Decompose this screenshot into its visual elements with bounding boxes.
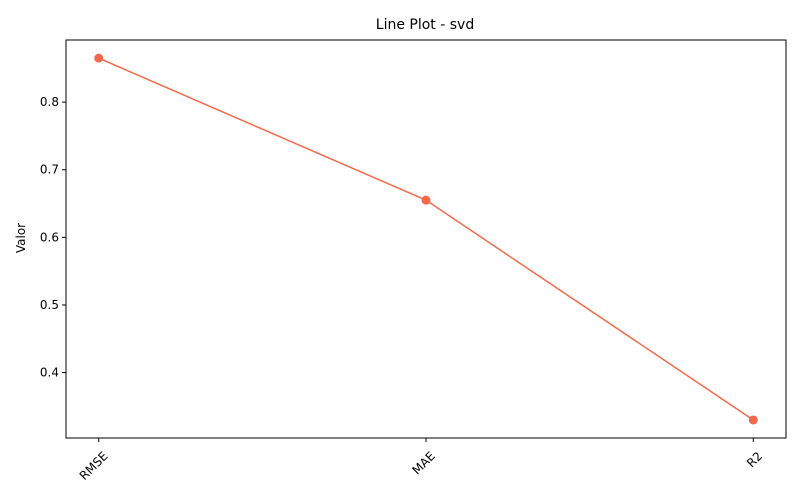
data-point (748, 415, 758, 425)
data-point (94, 53, 104, 63)
data-point (421, 195, 431, 205)
y-tick-label: 0.6 (40, 230, 59, 244)
y-axis-label: Valor (14, 223, 28, 253)
y-tick-label: 0.8 (40, 95, 59, 109)
chart-title: Line Plot - svd (376, 17, 474, 33)
y-tick-label: 0.4 (40, 366, 59, 380)
y-tick-label: 0.7 (40, 163, 59, 177)
y-tick-label: 0.5 (40, 298, 59, 312)
